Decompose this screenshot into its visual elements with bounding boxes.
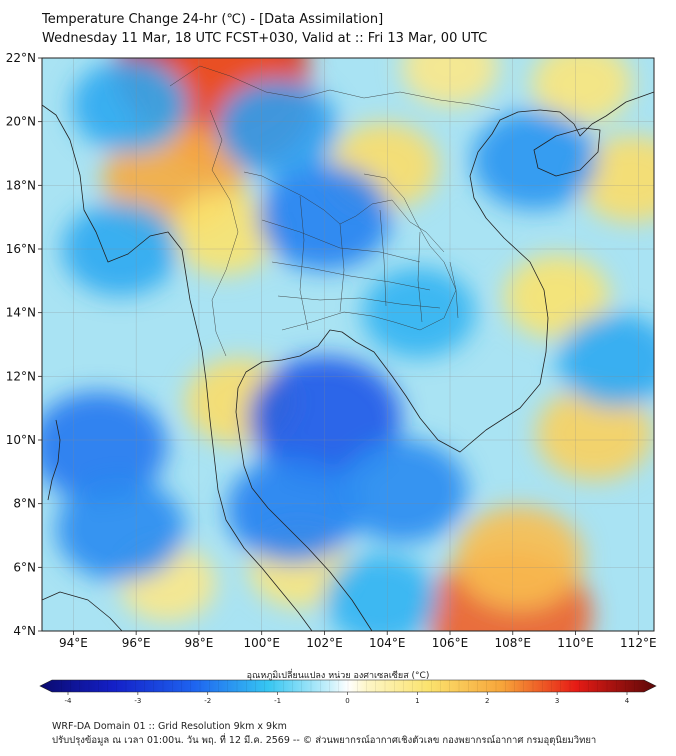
colorbar-tick-label: -2 bbox=[204, 697, 211, 705]
field-anomaly bbox=[557, 313, 654, 408]
myanmar-thailand-border bbox=[209, 109, 239, 357]
x-tick-label: 108°E bbox=[495, 636, 532, 650]
malay-peninsula-west bbox=[217, 489, 313, 632]
field-anomaly bbox=[338, 439, 468, 543]
x-tick-label: 106°E bbox=[432, 636, 469, 650]
footer-line-2: ปรับปรุงข้อมูล ณ เวลา 01:00น. วัน พฤ. ที… bbox=[52, 735, 597, 746]
thailand-laos-border bbox=[243, 171, 445, 253]
indochina-east-coast bbox=[437, 109, 549, 453]
field-anomaly bbox=[472, 109, 598, 210]
china-border bbox=[169, 65, 501, 111]
field-anomaly bbox=[71, 58, 189, 153]
x-tick-label: 98°E bbox=[184, 636, 213, 650]
field-anomaly bbox=[531, 58, 633, 124]
colorbar: -4 -3 -2 -1 0 1 2 3 4 bbox=[39, 679, 657, 705]
y-tick-label: 6°N bbox=[13, 560, 36, 574]
y-tick-label: 16°N bbox=[6, 242, 36, 256]
plot-frame bbox=[41, 57, 655, 632]
andaman-islands bbox=[47, 419, 61, 501]
coastlines bbox=[41, 91, 655, 632]
peninsula-east-coast bbox=[235, 329, 439, 632]
myanmar-coast bbox=[41, 104, 219, 491]
field-anomaly bbox=[324, 553, 438, 631]
footer-line-1: WRF-DA Domain 01 :: Grid Resolution 9km … bbox=[52, 721, 287, 732]
chart-title: Temperature Change 24-hr (℃) - [Data Ass… bbox=[42, 12, 384, 27]
chart-subtitle: Wednesday 11 Mar, 18 UTC FCST+030, Valid… bbox=[42, 31, 488, 46]
field-anomaly bbox=[171, 191, 277, 276]
borders bbox=[169, 65, 501, 357]
x-ticks: 94°E 96°E 98°E 100°E 102°E 104°E 106°E 108°E 110… bbox=[59, 631, 657, 650]
thailand-cambodia-border bbox=[281, 261, 457, 331]
x-tick-label: 110°E bbox=[557, 636, 594, 650]
colorbar-ticks: -4 -3 -2 -1 0 1 2 3 4 bbox=[65, 692, 630, 705]
colorbar-tick-label: -4 bbox=[65, 697, 73, 705]
sumatra-north bbox=[41, 591, 123, 632]
field-anomaly bbox=[216, 79, 338, 177]
y-tick-label: 8°N bbox=[13, 497, 36, 511]
field-anomaly bbox=[535, 386, 653, 481]
y-tick-label: 20°N bbox=[6, 115, 36, 129]
colorbar-tick-label: -1 bbox=[274, 697, 281, 705]
colorbar-tick-label: 1 bbox=[415, 697, 419, 705]
hainan-island bbox=[533, 127, 601, 177]
province-lines-a bbox=[261, 219, 441, 309]
field-anomaly bbox=[55, 477, 185, 581]
y-tick-label: 4°N bbox=[13, 624, 36, 638]
y-tick-label: 22°N bbox=[6, 51, 36, 65]
province-lines-b bbox=[299, 195, 423, 331]
x-tick-label: 100°E bbox=[243, 636, 280, 650]
temperature-field bbox=[42, 58, 654, 631]
colorbar-tick-label: -3 bbox=[134, 697, 141, 705]
y-tick-label: 10°N bbox=[6, 433, 36, 447]
colorbar-title: อุณหภูมิเปลี่ยนแปลง หน่วย องศาเซลเซียส (… bbox=[246, 671, 430, 681]
x-tick-label: 112°E bbox=[620, 636, 657, 650]
colorbar-bar bbox=[39, 679, 657, 693]
x-tick-label: 102°E bbox=[306, 636, 343, 650]
field-anomaly bbox=[454, 506, 584, 610]
colorbar-tick-label: 0 bbox=[345, 697, 349, 705]
field-anomaly bbox=[504, 254, 610, 339]
footer: WRF-DA Domain 01 :: Grid Resolution 9km … bbox=[52, 720, 596, 748]
x-tick-label: 104°E bbox=[369, 636, 406, 650]
y-tick-label: 18°N bbox=[6, 178, 36, 192]
x-tick-label: 94°E bbox=[59, 636, 88, 650]
field-anomaly bbox=[226, 456, 360, 564]
laos-vietnam-border bbox=[363, 173, 459, 319]
x-tick-label: 96°E bbox=[122, 636, 151, 650]
y-tick-label: 14°N bbox=[6, 306, 36, 320]
y-tick-label: 12°N bbox=[6, 369, 36, 383]
colorbar-tick-label: 2 bbox=[485, 697, 489, 705]
colorbar-segments bbox=[61, 680, 635, 692]
colorbar-tick-label: 3 bbox=[555, 697, 559, 705]
gulf-of-tonkin-coast bbox=[539, 91, 655, 137]
colorbar-tick-label: 4 bbox=[625, 697, 630, 705]
title-block: Temperature Change 24-hr (℃) - [Data Ass… bbox=[42, 10, 487, 48]
y-ticks: 4°N 6°N 8°N 10°N 12°N 14°N 16°N 18°N 20°N 22°N bbox=[6, 51, 42, 638]
